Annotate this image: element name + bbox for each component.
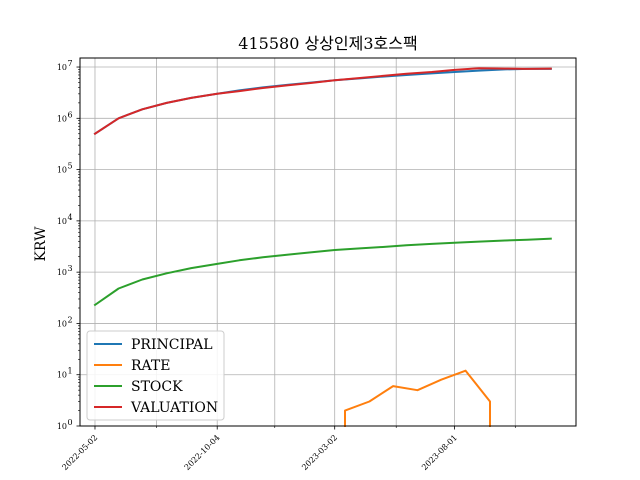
legend-label-rate: RATE [131, 358, 170, 374]
y-tick-label: 10 [57, 422, 67, 431]
y-tick-label: 10 [57, 371, 67, 380]
y-tick-exponent: 3 [68, 264, 73, 273]
series-line-valuation [93, 67, 552, 136]
y-tick-exponent: 5 [68, 162, 73, 171]
y-tick-label: 10 [57, 114, 67, 123]
plot-frame [79, 57, 577, 427]
y-tick-label: 10 [57, 268, 67, 277]
legend-box [86, 330, 225, 421]
legend-label-principal: PRINCIPAL [131, 337, 213, 353]
y-tick-exponent: 2 [68, 315, 73, 324]
chart-title: 415580 상상인제3호스팩 [238, 34, 417, 53]
y-tick-label: 10 [57, 166, 67, 175]
y-tick-label: 10 [57, 217, 67, 226]
series-line-rate [344, 369, 491, 427]
grid-lines [80, 58, 576, 427]
y-tick-label: 10 [57, 63, 67, 72]
y-tick-exponent: 4 [68, 213, 73, 222]
y-tick-exponent: 6 [68, 110, 73, 119]
series-layer [93, 67, 552, 427]
y-tick-exponent: 7 [68, 59, 73, 68]
legend-label-stock: STOCK [131, 379, 183, 395]
legend-label-valuation: VALUATION [130, 400, 218, 416]
y-tick-label: 10 [57, 319, 67, 328]
y-tick-exponent: 1 [68, 367, 73, 376]
series-line-stock [93, 237, 552, 307]
y-tick-exponent: 0 [68, 418, 73, 427]
legend: PRINCIPAL RATE STOCK VALUATION [86, 330, 225, 421]
y-axis-label: KRW [33, 226, 49, 262]
